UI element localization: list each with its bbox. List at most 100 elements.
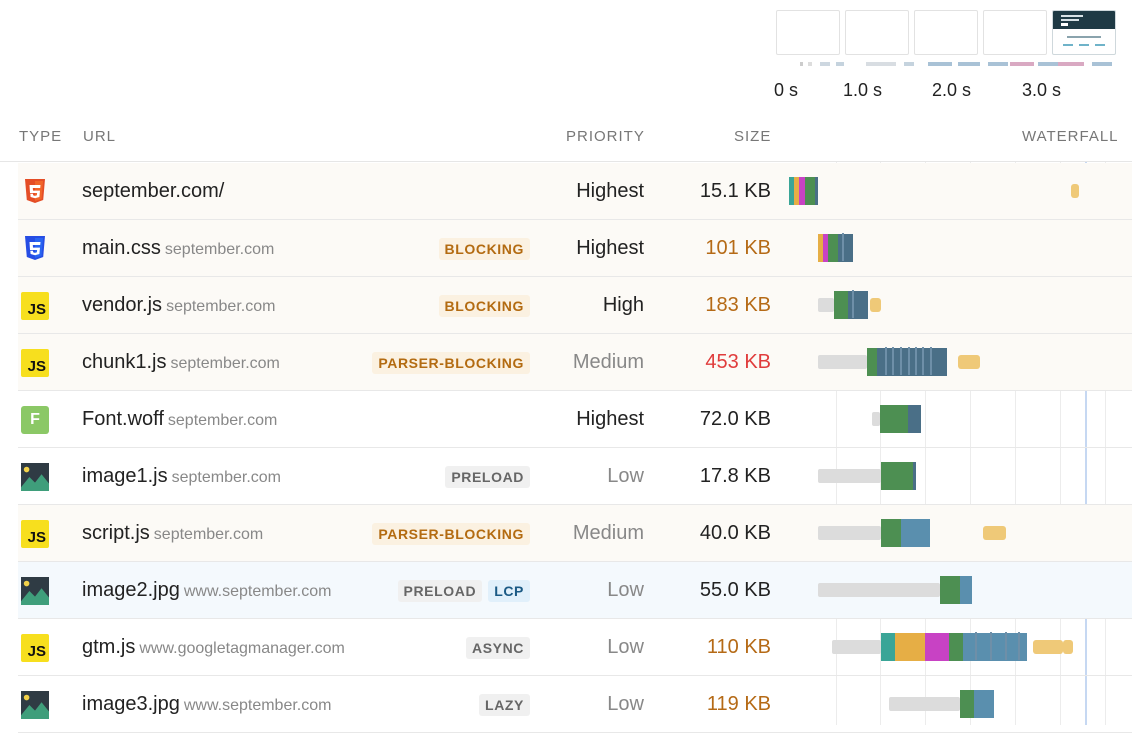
waterfall-download-bar[interactable]: [848, 290, 868, 319]
table-row[interactable]: F Font.woff september.com Highest 72.0 KB: [18, 391, 1132, 448]
time-label: 3.0 s: [1022, 80, 1062, 100]
preload-badge: PRELOAD: [397, 580, 483, 602]
table-row[interactable]: image1.js september.com PRELOAD Low 17.8 …: [18, 448, 1132, 505]
size: 453 KB: [705, 351, 771, 373]
waterfall-download-bar[interactable]: [880, 404, 910, 433]
filmstrip-frame[interactable]: [914, 10, 978, 55]
waterfall-download-bar[interactable]: [794, 176, 799, 205]
waterfall-wait-bar[interactable]: [818, 354, 867, 369]
request-url[interactable]: main.css september.com: [82, 237, 274, 260]
request-url[interactable]: image3.jpg www.september.com: [82, 693, 331, 716]
request-url[interactable]: chunk1.js september.com: [82, 351, 280, 374]
request-url[interactable]: script.js september.com: [82, 522, 263, 545]
waterfall-download-bar[interactable]: [960, 575, 972, 604]
waterfall-download-bar[interactable]: [867, 347, 877, 376]
request-url[interactable]: gtm.js www.googletagmanager.com: [82, 636, 345, 659]
filmstrip-frame[interactable]: [776, 10, 840, 55]
waterfall-download-bar[interactable]: [925, 632, 949, 661]
waterfall-gridline: [925, 162, 926, 725]
waterfall-late-bar[interactable]: [958, 354, 980, 369]
waterfall-download-bar[interactable]: [908, 404, 921, 433]
waterfall-download-bar[interactable]: [881, 461, 913, 490]
waterfall-download-bar[interactable]: [949, 632, 963, 661]
waterfall-download-bar[interactable]: [838, 233, 853, 262]
parser-blocking-badge: PARSER-BLOCKING: [372, 352, 530, 374]
waterfall-late-bar[interactable]: [1063, 639, 1073, 654]
badge-group: PARSER-BLOCKING: [372, 523, 530, 545]
badge-group: LAZY: [479, 694, 530, 716]
badge-group: ASYNC: [465, 637, 530, 659]
badge-group: PARSER-BLOCKING: [372, 352, 530, 374]
waterfall-wait-bar[interactable]: [818, 525, 881, 540]
file-name: september.com/: [82, 180, 225, 202]
lazy-badge: LAZY: [479, 694, 530, 716]
domain: september.com: [170, 355, 280, 372]
waterfall-download-bar[interactable]: [974, 689, 994, 718]
waterfall-download-bar[interactable]: [881, 518, 901, 547]
waterfall-wait-bar[interactable]: [818, 582, 940, 597]
column-header-waterfall[interactable]: WATERFALL: [1022, 128, 1119, 145]
waterfall-download-bar[interactable]: [818, 233, 823, 262]
waterfall-download-bar[interactable]: [799, 176, 805, 205]
waterfall-download-bar[interactable]: [805, 176, 818, 205]
waterfall-download-bar[interactable]: [901, 518, 930, 547]
waterfall-late-bar[interactable]: [1033, 639, 1063, 654]
filmstrip-frame[interactable]: [983, 10, 1047, 55]
request-url[interactable]: image1.js september.com: [82, 465, 281, 488]
waterfall-chunk-stripe: [842, 233, 844, 261]
waterfall-wait-bar[interactable]: [818, 297, 834, 312]
request-url[interactable]: vendor.js september.com: [82, 294, 275, 317]
waterfall-wait-bar[interactable]: [872, 411, 880, 426]
waterfall-chunk-stripe: [922, 347, 924, 375]
table-row[interactable]: JS gtm.js www.googletagmanager.com ASYNC …: [18, 619, 1132, 676]
parser-blocking-badge: PARSER-BLOCKING: [372, 523, 530, 545]
waterfall-download-bar[interactable]: [877, 347, 947, 376]
waterfall-download-bar[interactable]: [828, 233, 838, 262]
request-url[interactable]: september.com/: [82, 180, 228, 203]
waterfall-late-bar[interactable]: [1071, 183, 1079, 198]
waterfall-wait-bar[interactable]: [818, 468, 881, 483]
table-row[interactable]: september.com/ Highest 15.1 KB: [18, 163, 1132, 220]
file-name: vendor.js: [82, 294, 163, 316]
image-icon: [21, 463, 49, 491]
time-label: 0 s: [774, 80, 799, 100]
waterfall-download-bar[interactable]: [881, 632, 895, 661]
domain: september.com: [166, 298, 276, 315]
filmstrip-frame[interactable]: [845, 10, 909, 55]
waterfall-download-bar[interactable]: [834, 290, 848, 319]
waterfall-download-bar[interactable]: [789, 176, 794, 205]
waterfall-late-bar[interactable]: [983, 525, 1006, 540]
request-url[interactable]: image2.jpg www.september.com: [82, 579, 331, 602]
file-name: main.css: [82, 237, 161, 259]
waterfall-download-bar[interactable]: [940, 575, 960, 604]
lcp-time-marker: [1085, 162, 1087, 725]
column-header-url[interactable]: URL: [83, 128, 117, 145]
size: 17.8 KB: [699, 465, 771, 487]
waterfall-download-bar[interactable]: [815, 176, 818, 205]
waterfall-download-bar[interactable]: [913, 461, 916, 490]
waterfall-download-bar[interactable]: [895, 632, 925, 661]
table-row[interactable]: JS chunk1.js september.com PARSER-BLOCKIN…: [18, 334, 1132, 391]
waterfall-download-bar[interactable]: [823, 233, 828, 262]
filmstrip-frame-rendered[interactable]: [1052, 10, 1116, 55]
waterfall-download-bar[interactable]: [963, 632, 1027, 661]
table-row[interactable]: JS script.js september.com PARSER-BLOCKIN…: [18, 505, 1132, 562]
table-row[interactable]: JS vendor.js september.com BLOCKING High …: [18, 277, 1132, 334]
waterfall-chunk-stripe: [990, 632, 992, 660]
badge-group: BLOCKING: [438, 295, 530, 317]
request-url[interactable]: Font.woff september.com: [82, 408, 277, 431]
domain: september.com: [171, 469, 281, 486]
waterfall-gridline: [1105, 162, 1106, 725]
table-row[interactable]: main.css september.com BLOCKING Highest 1…: [18, 220, 1132, 277]
file-name: image3.jpg: [82, 693, 180, 715]
column-header-size[interactable]: SIZE: [734, 128, 772, 145]
waterfall-download-bar[interactable]: [960, 689, 974, 718]
waterfall-late-bar[interactable]: [870, 297, 881, 312]
filmstrip: [776, 10, 1118, 68]
column-header-type[interactable]: TYPE: [19, 128, 63, 145]
domain: www.googletagmanager.com: [139, 640, 345, 657]
column-header-priority[interactable]: PRIORITY: [566, 128, 645, 145]
waterfall-gridline: [836, 162, 837, 725]
waterfall-wait-bar[interactable]: [889, 696, 960, 711]
waterfall-wait-bar[interactable]: [832, 639, 881, 654]
